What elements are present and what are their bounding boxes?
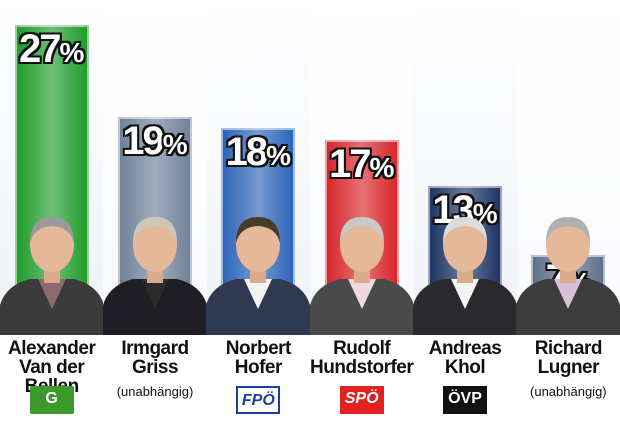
candidate-name: Irmgard Griss	[103, 339, 207, 377]
oevp-logo: ÖVP	[443, 386, 487, 414]
candidate-name: Rudolf Hundstorfer	[310, 339, 414, 377]
candidate-first-name: Irmgard	[121, 338, 189, 359]
candidate-first-name: Norbert	[225, 338, 292, 359]
candidate-portrait	[206, 209, 311, 335]
candidate-portrait	[103, 209, 207, 335]
candidate-affiliation: (unabhängig)	[530, 384, 607, 399]
gruene-logo: G	[29, 386, 74, 414]
person-icon	[309, 217, 414, 335]
spoe-logo: SPÖ	[339, 386, 384, 414]
fpoe-logo: FPÖ	[236, 386, 281, 414]
candidate-affiliation: (unabhängig)	[116, 384, 194, 399]
data-label-percent-sign: %	[162, 128, 188, 160]
candidate-name: Norbert Hofer	[206, 339, 310, 377]
candidate-name: Richard Lugner	[516, 339, 620, 377]
data-label: 17%	[312, 144, 412, 188]
data-label: 27%	[2, 29, 102, 73]
candidate-first-name: Alexander	[7, 338, 96, 359]
data-label-value: 27	[18, 27, 61, 71]
candidate-portrait	[0, 209, 104, 335]
candidate-first-name: Richard	[534, 338, 603, 359]
candidate-first-name: Rudolf	[333, 338, 391, 359]
candidate-first-name: Andreas	[428, 338, 502, 359]
person-icon	[516, 217, 620, 335]
data-label: 19%	[105, 121, 205, 165]
candidate-last-name: Lugner	[537, 357, 600, 378]
data-label-percent-sign: %	[266, 140, 292, 172]
candidate-last-name: Khol	[444, 357, 486, 378]
person-icon	[103, 217, 207, 335]
candidate-portrait	[516, 209, 620, 335]
data-label-value: 18	[225, 130, 268, 175]
candidate-name: Andreas Khol	[413, 339, 517, 377]
candidate-last-name: Hundstorfer	[310, 357, 414, 378]
candidate-last-name: Hofer	[234, 357, 283, 378]
data-label-value: 17	[328, 141, 371, 186]
data-label-value: 19	[122, 118, 164, 163]
person-icon	[206, 217, 311, 335]
person-icon	[0, 217, 104, 335]
candidate-portrait	[309, 209, 414, 335]
candidate-portrait	[413, 209, 517, 335]
data-label-percent-sign: %	[369, 151, 395, 183]
candidate-last-name: Griss	[131, 357, 179, 378]
data-label-percent-sign: %	[59, 37, 85, 68]
data-label: 18%	[208, 132, 308, 176]
person-icon	[413, 217, 517, 335]
